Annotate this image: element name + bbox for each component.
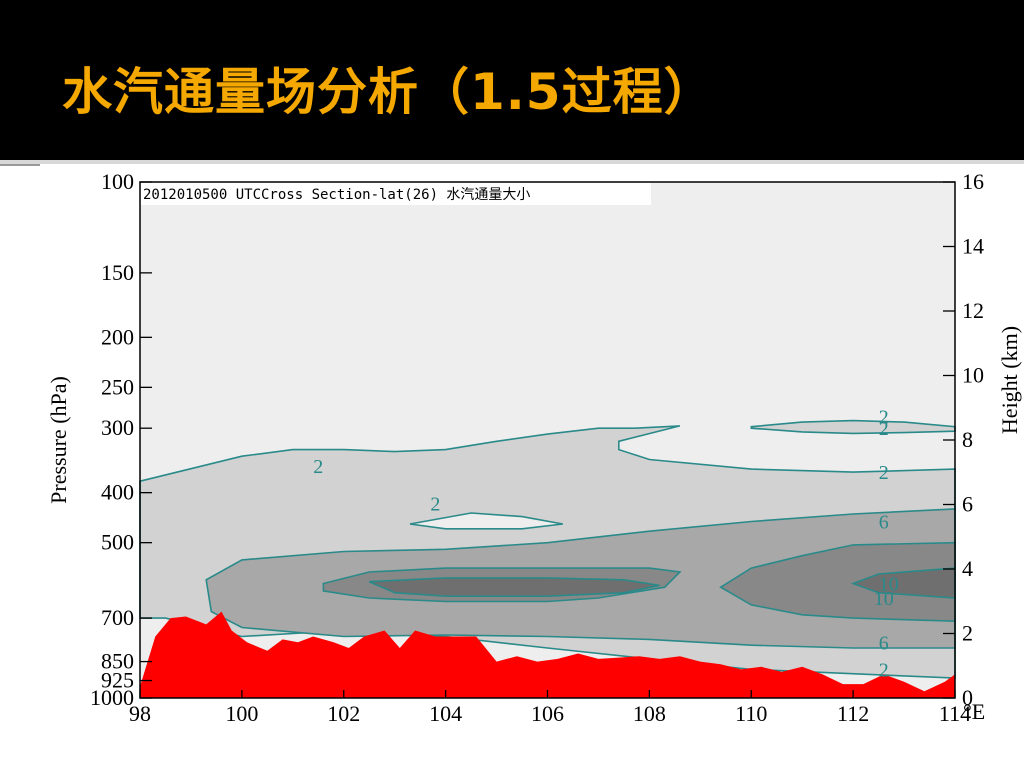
title-divider: [0, 160, 1024, 164]
longitude-axis: 98 100 102 104 106 108 110 112 114: [129, 690, 971, 726]
pressure-tick-label: 100: [101, 169, 134, 194]
height-tick-label: 2: [962, 621, 973, 646]
longitude-unit-label: °E: [963, 699, 985, 724]
contour-label: 6: [879, 512, 889, 534]
height-tick-label: 6: [962, 492, 973, 517]
pressure-tick-label: 500: [101, 530, 134, 555]
plot-title: 2012010500 UTCCross Section-lat(26) 水汽通量…: [143, 187, 530, 203]
contour-region-7: [409, 512, 563, 530]
height-tick-label: 10: [962, 363, 984, 388]
terrain-layer: [140, 611, 955, 698]
contour-label: 2: [879, 659, 889, 681]
height-axis: 0 2 4 6 8 10 12 14 16: [943, 169, 984, 710]
longitude-tick-label: 102: [327, 701, 360, 726]
height-axis-label: Height (km): [997, 326, 1022, 434]
pressure-tick-label: 250: [101, 374, 134, 399]
title-divider-accent: [0, 164, 40, 166]
longitude-tick-label: 104: [429, 701, 462, 726]
terrain-area: [140, 611, 955, 698]
contour-fills: [139, 419, 956, 679]
height-tick-label: 16: [962, 169, 984, 194]
height-tick-label: 0: [962, 685, 973, 710]
longitude-tick-label: 98: [129, 701, 151, 726]
contour-label: 2: [430, 494, 440, 516]
height-tick-label: 14: [962, 234, 984, 259]
pressure-tick-label: 150: [101, 260, 134, 285]
height-tick-label: 4: [962, 556, 973, 581]
contour-label: 2: [879, 407, 889, 429]
contour-label: 10: [879, 574, 899, 596]
pressure-tick-label: 400: [101, 480, 134, 505]
pressure-tick-label: 700: [101, 605, 134, 630]
longitude-tick-label: 106: [531, 701, 564, 726]
title-bar: [0, 0, 1024, 160]
height-tick-label: 8: [962, 427, 973, 452]
longitude-tick-label: 114: [939, 701, 971, 726]
pressure-tick-label: 925: [101, 668, 134, 693]
longitude-tick-label: 100: [225, 701, 258, 726]
pressure-tick-label: 850: [101, 649, 134, 674]
plot-title-background: [141, 183, 651, 205]
contour-region-3: [719, 541, 956, 623]
slide-title: 水汽通量场分析（1.5过程）: [62, 63, 715, 121]
contour-label: 2: [879, 418, 889, 440]
longitude-tick-label: 112: [837, 701, 869, 726]
contour-label: 10: [874, 588, 894, 610]
contour-label: 6: [879, 632, 889, 654]
contour-label: 2: [313, 456, 323, 478]
pressure-axis-label: Pressure (hPa): [46, 376, 71, 504]
pressure-tick-label: 1000: [90, 685, 134, 710]
contour-label: 2: [879, 462, 889, 484]
longitude-tick-label: 108: [633, 701, 666, 726]
contour-region-6: [368, 577, 660, 598]
longitude-tick-label: 110: [735, 701, 767, 726]
height-tick-label: 12: [962, 298, 984, 323]
pressure-tick-label: 300: [101, 415, 134, 440]
pressure-tick-label: 200: [101, 324, 134, 349]
